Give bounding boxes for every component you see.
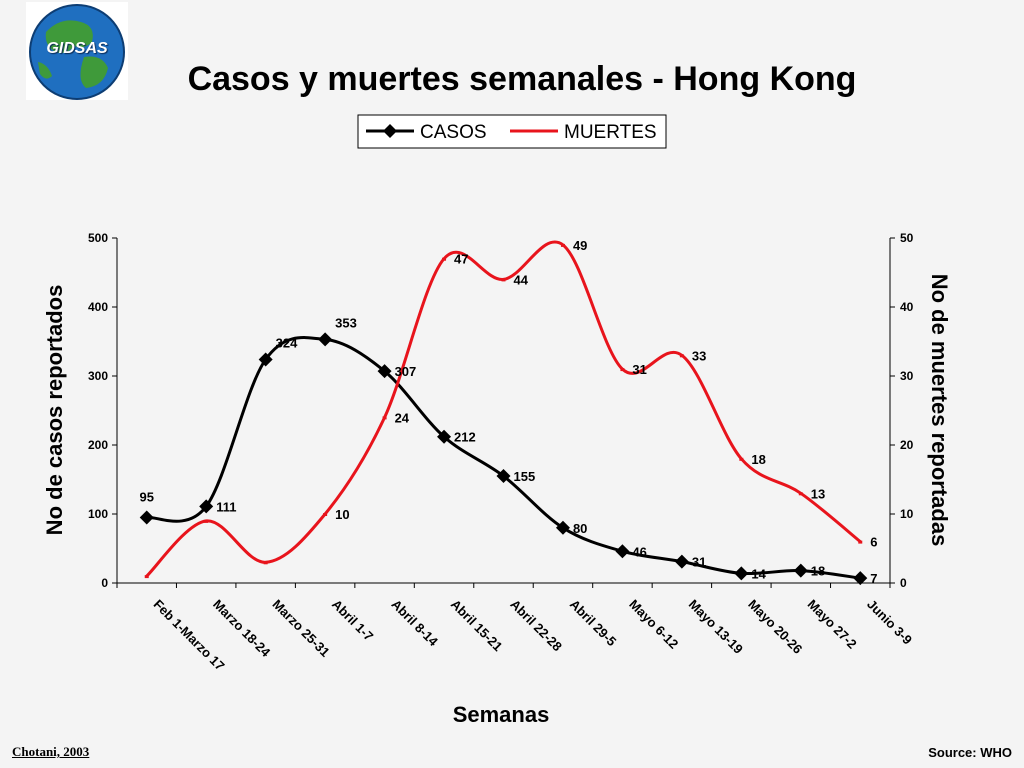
x-tick-label: Junio 3-9 (864, 597, 915, 648)
y-left-tick-label: 0 (101, 576, 108, 590)
series-line-muertes (145, 240, 862, 578)
data-label-casos: 307 (395, 364, 417, 379)
data-label-casos: 31 (692, 555, 706, 570)
footer-source: Source: WHO (928, 745, 1012, 760)
data-label-muertes: 44 (514, 272, 529, 287)
legend: CASOS MUERTES (357, 114, 667, 149)
y-axis-right-title: No de muertes reportadas (927, 274, 952, 547)
x-tick-label: Mayo 20-26 (745, 597, 805, 657)
legend-label-muertes: MUERTES (564, 122, 657, 143)
y-left-tick-label: 100 (88, 507, 108, 521)
point-muertes (382, 416, 387, 420)
point-casos (793, 563, 808, 578)
y-left-tick-label: 500 (88, 231, 108, 245)
y-right-tick-label: 10 (900, 507, 914, 521)
point-muertes (204, 519, 209, 523)
footer-credit: Chotani, 2003 (12, 744, 90, 759)
point-casos (734, 566, 749, 581)
x-tick-label: Marzo 25-31 (270, 597, 333, 660)
point-muertes (144, 575, 149, 579)
data-label-muertes: 6 (870, 535, 877, 550)
logo-text: GIDSAS (46, 40, 108, 57)
data-label-muertes: 47 (454, 252, 468, 267)
data-label-casos: 18 (811, 564, 825, 579)
data-label-muertes: 13 (811, 486, 825, 501)
data-label-muertes: 10 (335, 507, 349, 522)
y-right-tick-label: 50 (900, 231, 914, 245)
point-casos (318, 332, 333, 347)
data-label-casos: 111 (216, 499, 236, 514)
legend-label-casos: CASOS (420, 122, 487, 143)
point-casos (615, 544, 630, 559)
y-left-tick-label: 400 (88, 300, 108, 314)
x-tick-label: Abril 29-5 (567, 597, 620, 650)
point-muertes (263, 561, 268, 565)
point-casos (139, 510, 154, 525)
data-label-muertes: 18 (751, 452, 765, 467)
data-label-muertes: 31 (632, 362, 646, 377)
data-label-casos: 155 (514, 469, 536, 484)
data-label-casos: 80 (573, 521, 587, 536)
point-casos (377, 364, 392, 379)
globe-icon (26, 2, 128, 100)
data-label-casos: 212 (454, 430, 476, 445)
series-lines (145, 240, 862, 580)
data-label-muertes: 33 (692, 348, 706, 363)
point-casos (853, 571, 868, 586)
y-axis-left-title: No de casos reportados (42, 285, 67, 536)
y-right-tick-label: 40 (900, 300, 914, 314)
point-muertes (620, 368, 625, 372)
chart-title: Casos y muertes semanales - Hong Kong (187, 60, 857, 98)
x-tick-label: Mayo 13-19 (686, 597, 746, 657)
data-labels: 95 111 324 353 307 212 155 80 46 31 14 18 7 10 24 47 44 4… (139, 238, 877, 586)
x-tick-label: Mayo 6-12 (626, 597, 681, 652)
data-label-muertes: 24 (395, 410, 410, 425)
data-label-casos: 95 (139, 489, 153, 504)
y-right-tick-label: 20 (900, 438, 914, 452)
point-muertes (442, 257, 447, 261)
point-muertes (501, 278, 506, 282)
data-label-casos: 353 (335, 315, 357, 330)
x-tick-label: Marzo 18-24 (210, 597, 274, 661)
data-label-casos: 7 (870, 571, 877, 586)
point-casos (674, 554, 689, 569)
logo: GIDSAS (26, 2, 128, 100)
point-casos (496, 469, 511, 484)
point-muertes (798, 492, 803, 496)
y-left-tick-label: 200 (88, 438, 108, 452)
series-marks (139, 243, 868, 586)
data-label-muertes: 49 (573, 238, 587, 253)
point-muertes (739, 457, 744, 461)
legend-marker-casos (383, 124, 397, 138)
x-tick-label: Abril 1-7 (329, 597, 376, 644)
point-casos (437, 429, 452, 444)
series-line-casos (146, 336, 861, 580)
x-axis-title: Semanas (453, 702, 550, 727)
data-label-casos: 46 (632, 544, 646, 559)
point-casos (555, 520, 570, 535)
y-right-tick-label: 0 (900, 576, 907, 590)
point-muertes (858, 540, 863, 544)
x-tick-label: Mayo 27-2 (805, 597, 860, 652)
y-left-tick-label: 300 (88, 369, 108, 383)
point-casos (258, 352, 273, 367)
data-label-casos: 324 (276, 335, 298, 350)
data-label-casos: 14 (751, 566, 766, 581)
point-muertes (323, 513, 328, 516)
point-muertes (560, 243, 565, 247)
x-tick-label: Abril 22-28 (507, 597, 565, 655)
x-tick-label: Abril 8-14 (388, 597, 441, 650)
point-muertes (679, 354, 684, 358)
point-casos (199, 499, 214, 514)
y-right-tick-label: 30 (900, 369, 914, 383)
x-tick-label: Abril 15-21 (448, 597, 506, 655)
